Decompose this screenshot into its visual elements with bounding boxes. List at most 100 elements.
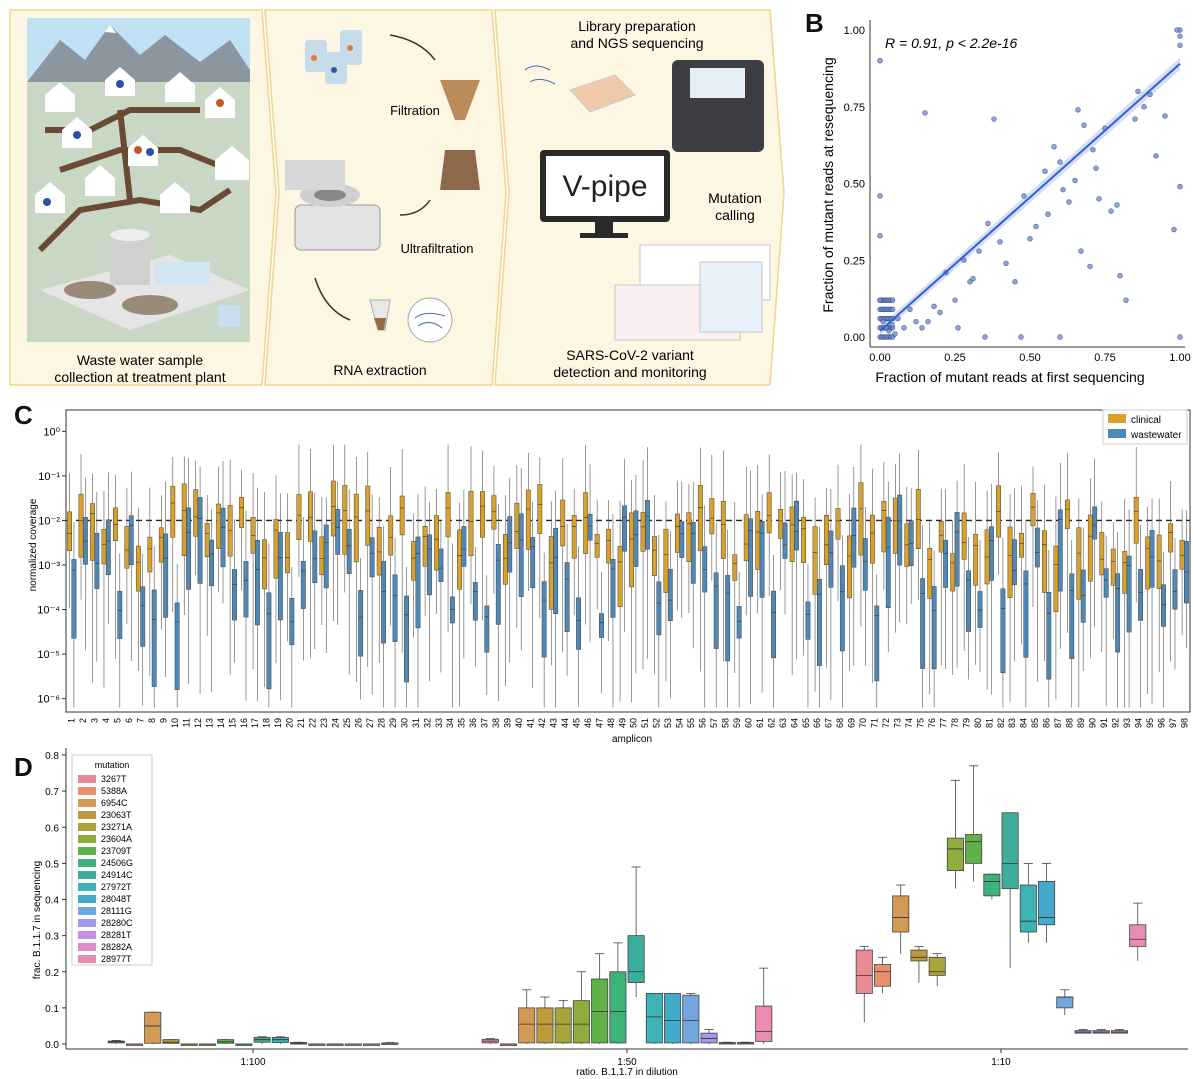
coverage-box <box>117 590 123 639</box>
amplicon-tick-label: 12 <box>193 718 203 728</box>
coverage-box <box>690 521 696 584</box>
amplicon-tick-label: 17 <box>250 718 260 728</box>
scatter-point <box>1132 116 1138 122</box>
coverage-box <box>1133 497 1139 544</box>
legend-label: 23063T <box>101 810 132 820</box>
dilution-boxes <box>107 765 1147 1046</box>
plot-frame <box>65 409 1191 713</box>
scatter-point <box>1117 272 1123 279</box>
coverage-box <box>862 538 868 591</box>
centrifuge-icon <box>285 160 381 251</box>
amplicon-tick-label: 26 <box>353 718 363 728</box>
coverage-box <box>789 506 795 562</box>
amplicon-tick-label: 92 <box>1110 718 1120 728</box>
y-tick-label: 10⁻² <box>38 515 60 527</box>
coverage-box <box>1110 548 1116 586</box>
sample-bottles-icon <box>305 30 362 84</box>
amplicon-tick-label: 65 <box>801 718 811 728</box>
coverage-box <box>633 510 639 567</box>
coverage-box <box>232 569 237 621</box>
amplicon-tick-label: 88 <box>1065 718 1075 728</box>
coverage-box <box>323 524 329 589</box>
amplicon-tick-label: 80 <box>973 718 983 728</box>
y-tick-label: 0.25 <box>844 255 865 267</box>
coverage-box <box>920 578 926 669</box>
scatter-point <box>1177 334 1183 340</box>
coverage-box <box>766 492 772 534</box>
correlation-annotation: R = 0.91, p < 2.2e-16 <box>885 35 1018 51</box>
amplicon-tick-label: 15 <box>227 718 237 728</box>
coverage-box <box>358 590 364 657</box>
coverage-box <box>1053 545 1059 613</box>
scatter-point <box>985 220 991 227</box>
amplicon-tick-label: 91 <box>1099 718 1109 728</box>
coverage-box <box>1149 530 1155 588</box>
x-tick-label: 0.25 <box>944 352 965 364</box>
y-tick-label: 0.0 <box>45 1040 59 1051</box>
scatter-point <box>1090 147 1096 153</box>
coverage-box <box>835 508 841 540</box>
mutation-box <box>627 935 645 983</box>
amplicon-tick-label: 59 <box>732 718 742 728</box>
scatter-point <box>886 328 892 334</box>
amplicon-tick-label: 1 <box>67 718 77 723</box>
amplicon-tick-label: 30 <box>399 718 409 728</box>
scatter-point <box>1057 159 1063 165</box>
legend-label: 23709T <box>101 846 132 856</box>
coverage-box <box>686 512 692 562</box>
scatter-point <box>991 116 997 122</box>
amplicon-ticks: 1 2 3 4 5 6 7 8 9 10 11 12 13 14 15 16 17 18 19 20 21 22 23 24 2… <box>67 718 1190 728</box>
scatter-point <box>1114 202 1120 208</box>
coverage-box <box>1168 523 1174 553</box>
legend-swatch <box>78 823 96 831</box>
x-tick-label: 1:10 <box>991 1057 1011 1068</box>
scatter-point <box>1045 211 1051 217</box>
scatter-point <box>1060 186 1066 193</box>
coverage-box <box>170 485 176 538</box>
amplicon-tick-label: 4 <box>101 718 111 723</box>
coverage-box <box>1057 509 1063 592</box>
coverage-box <box>135 545 141 592</box>
x-axis-label: amplicon <box>612 734 652 745</box>
coverage-box <box>353 493 359 563</box>
coverage-box <box>989 526 994 581</box>
legend-swatch <box>78 859 96 867</box>
scatter-point <box>1072 177 1078 184</box>
amplicon-tick-label: 51 <box>640 718 650 728</box>
coverage-box <box>640 512 646 552</box>
coverage-box <box>1172 569 1178 610</box>
y-tick-label: 10⁻⁵ <box>37 649 60 661</box>
vpipe-logo: V-pipe <box>562 170 647 203</box>
coverage-box <box>1115 573 1121 653</box>
coverage-box <box>755 510 761 570</box>
scatter-point <box>1087 263 1093 270</box>
mutation-box <box>1038 881 1056 926</box>
coverage-box <box>938 521 944 553</box>
coverage-box <box>1161 584 1166 627</box>
coverage-box <box>1076 527 1082 600</box>
amplicon-tick-label: 67 <box>824 718 834 728</box>
filtration-funnel-icon <box>440 80 480 190</box>
coverage-box <box>296 494 302 540</box>
amplicon-tick-label: 11 <box>181 718 191 727</box>
coverage-axes: 10⁰ 10⁻¹ 10⁻² 10⁻³ 10⁻⁴ 10⁻⁵ 10⁻⁶ <box>37 409 1191 713</box>
amplicon-tick-label: 10 <box>170 718 180 728</box>
legend-swatch <box>78 943 96 951</box>
amplicon-tick-label: 60 <box>743 718 753 728</box>
scatter-point <box>976 248 982 254</box>
amplicon-tick-label: 98 <box>1179 718 1189 728</box>
scatter-point <box>1162 113 1168 119</box>
mountains-icon <box>27 25 250 85</box>
amplicon-tick-label: 85 <box>1030 718 1040 728</box>
legend-label: 23271A <box>101 822 132 832</box>
scatter-point <box>1174 27 1180 33</box>
mutation-box <box>1129 924 1147 947</box>
coverage-box <box>197 497 203 584</box>
coverage-box <box>927 547 933 599</box>
scatter-point <box>877 232 883 239</box>
amplicon-tick-label: 34 <box>445 718 455 728</box>
coverage-box <box>1023 570 1029 658</box>
amplicon-tick-label: 50 <box>629 718 639 728</box>
amplicon-tick-label: 70 <box>858 718 868 728</box>
y-tick-label: 10⁻⁴ <box>37 605 60 617</box>
